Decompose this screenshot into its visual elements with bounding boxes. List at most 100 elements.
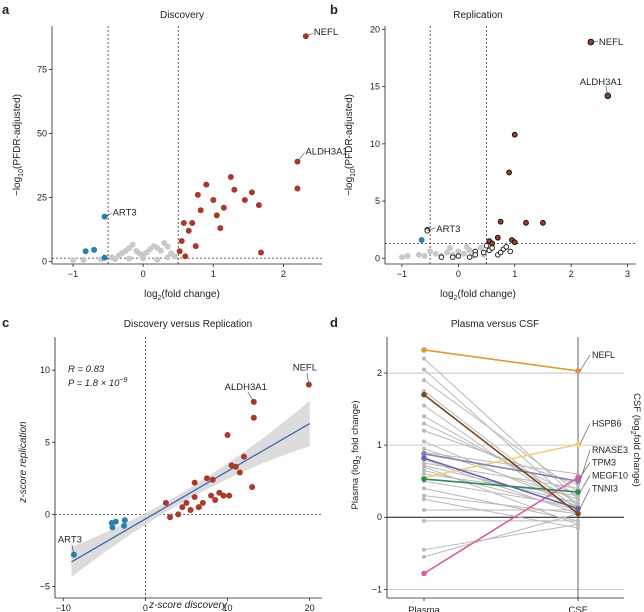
panel-c-point-up bbox=[212, 496, 219, 503]
panel-d-point-csf-hspb6 bbox=[575, 441, 581, 448]
panel-a-point-nonsig bbox=[80, 256, 87, 263]
panel-d-series-point bbox=[576, 522, 580, 527]
panel-b-point-open bbox=[449, 254, 456, 260]
panel-b-point-open bbox=[503, 244, 510, 250]
panel-d-series-point bbox=[422, 378, 426, 383]
panel-d-point-plasma-megf10 bbox=[421, 476, 427, 482]
panel-d-y-tick-label: 0 bbox=[377, 512, 382, 522]
panel-b-label-nefl: NEFL bbox=[599, 37, 623, 48]
panel-a-point-up bbox=[255, 202, 262, 209]
panel-letter-c: c bbox=[2, 315, 9, 330]
panel-a-ylabel: −log10(PFDR-adjusted) bbox=[12, 94, 25, 196]
panel-a-label-leader bbox=[305, 32, 313, 37]
panel-d-series-point bbox=[422, 367, 426, 372]
panel-a-point-up bbox=[227, 173, 234, 180]
panel-b-point-open bbox=[438, 254, 445, 260]
panel-a-title: Discovery bbox=[160, 10, 204, 21]
panel-a-point-up bbox=[213, 212, 220, 219]
panel-a-point-up bbox=[248, 189, 255, 196]
panel-c-point-up bbox=[236, 469, 243, 476]
panel-d-series-line bbox=[423, 523, 579, 551]
panel-letter-a: a bbox=[2, 2, 10, 17]
panel-c-point-up bbox=[183, 499, 190, 506]
panel-c-point-up bbox=[250, 414, 257, 421]
panel-b-point-up bbox=[540, 219, 546, 226]
panel-d-line-tpm3 bbox=[423, 476, 579, 575]
panel-b-x-tick-label: 3 bbox=[625, 269, 630, 279]
panel-d-series-line bbox=[423, 459, 579, 515]
panel-d-series-point bbox=[422, 493, 426, 498]
panel-c-point-up bbox=[240, 453, 247, 460]
panel-c-point-up bbox=[195, 504, 202, 511]
panel-b-point-nonsig bbox=[460, 250, 467, 257]
panel-d-series-line bbox=[423, 423, 579, 497]
panel-c-point-up bbox=[191, 494, 198, 501]
panel-d-point-csf-tnni3 bbox=[575, 505, 581, 512]
panel-c-point-up bbox=[162, 499, 169, 506]
panel-d-series-point bbox=[576, 518, 580, 523]
panel-c-regression-line bbox=[71, 422, 311, 563]
panel-b-y-tick-label: 15 bbox=[370, 82, 380, 92]
panel-b-label-art3: ART3 bbox=[436, 224, 460, 235]
panel-d-series-line bbox=[423, 513, 579, 558]
panel-b-label-leader bbox=[605, 85, 609, 96]
panel-d-line-megf10 bbox=[423, 478, 579, 493]
panel-d-label-leader bbox=[579, 354, 591, 372]
panel-b-point-nonsig bbox=[455, 248, 462, 255]
panel-d-series-line bbox=[423, 451, 579, 475]
panel-c-y-tick-label: −5 bbox=[40, 581, 50, 591]
panel-c-label-leader bbox=[71, 544, 75, 555]
panel-b-point-nonsig bbox=[421, 252, 428, 259]
panel-c-ylabel: z-score replication bbox=[18, 421, 29, 504]
panel-a-point-up bbox=[197, 207, 204, 214]
panel-b-label-leader bbox=[590, 40, 598, 43]
panel-b-point-up bbox=[497, 218, 504, 225]
panel-b-point-nonsig bbox=[444, 249, 451, 256]
panel-b-ylabel: −log10(PFDR-adjusted) bbox=[344, 94, 357, 196]
panel-d-series-point bbox=[422, 446, 426, 451]
panel-b-point-up bbox=[523, 219, 529, 226]
panel-c-xlabel: z-score discovery bbox=[148, 600, 228, 611]
panel-a-point-up bbox=[220, 204, 227, 211]
panel-d-point-plasma-tpm3 bbox=[421, 570, 427, 577]
panel-c-label-aldh3a1: ALDH3A1 bbox=[225, 382, 267, 393]
panel-c-title: Discovery versus Replication bbox=[124, 319, 252, 330]
panel-a-point-up bbox=[182, 253, 189, 260]
panel-a-point-down bbox=[91, 246, 98, 253]
panel-a-point-nonsig bbox=[164, 243, 171, 250]
panel-c-point-aldh3a1 bbox=[250, 398, 257, 405]
panel-c-label-nefl: NEFL bbox=[293, 363, 317, 374]
panel-a-x-tick-label: 0 bbox=[141, 269, 146, 279]
panel-b-point-open bbox=[497, 249, 504, 256]
panel-d-line-nefl bbox=[423, 349, 579, 372]
panel-a-point-nonsig bbox=[129, 241, 136, 248]
panel-a-point-nonsig bbox=[112, 256, 119, 263]
panel-c-point-up bbox=[249, 483, 256, 490]
panel-d-series-point bbox=[422, 421, 426, 426]
panel-d-series-line bbox=[423, 480, 579, 507]
panel-c-y-tick-label: 5 bbox=[45, 437, 50, 447]
panel-d-point-plasma-tnni3 bbox=[421, 455, 427, 461]
panel-b-point-open bbox=[466, 254, 473, 260]
panel-d-series-line bbox=[423, 448, 579, 500]
panel-b-y-tick-label: 10 bbox=[370, 139, 380, 149]
panel-b-point-open bbox=[489, 245, 495, 251]
panel-a-point-up bbox=[185, 227, 192, 234]
panel-c-point-down bbox=[112, 518, 119, 525]
panel-d-series-line bbox=[423, 379, 579, 493]
panel-b-point-up bbox=[511, 239, 518, 246]
panel-a-point-up bbox=[241, 197, 248, 204]
panel-d-point-plasma-nefl bbox=[421, 347, 427, 353]
panel-b-x-tick-label: 1 bbox=[512, 269, 517, 279]
panel-a-y-tick-label: 75 bbox=[37, 65, 47, 75]
panel-a-y-tick-label: 50 bbox=[37, 128, 47, 138]
panel-c-x-tick-label: 0 bbox=[143, 603, 148, 612]
panel-b-point-open bbox=[480, 249, 487, 256]
panel-b-point-open bbox=[472, 252, 479, 258]
panel-letter-b: b bbox=[330, 2, 338, 17]
panel-c-point-up bbox=[224, 432, 231, 439]
panel-c-y-tick-label: 0 bbox=[45, 509, 50, 519]
panel-d-line-hspb6 bbox=[423, 443, 579, 479]
panel-d-label-tpm3: TPM3 bbox=[592, 457, 616, 467]
